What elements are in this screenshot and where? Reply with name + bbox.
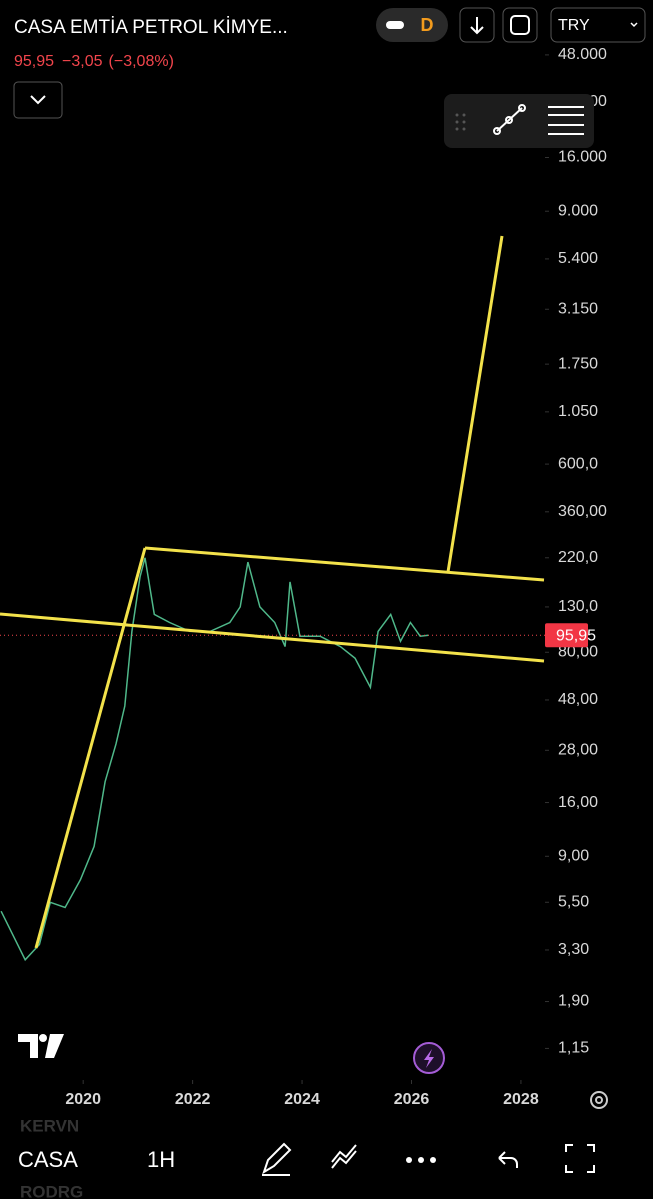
drawing-toolbar [444,94,594,148]
more-button[interactable] [406,1157,436,1163]
upper-channel-line [144,546,545,582]
y-tick-label: 80,00 [558,643,598,660]
y-tick-label: 130,0 [558,598,598,615]
alerts-button[interactable] [413,1042,445,1074]
y-tick-label: 220,0 [558,549,598,566]
price: 95,95 [14,53,54,70]
x-tick-label: 2026 [394,1091,430,1108]
y-tick-label: 5,50 [558,893,589,910]
drag-handle [455,113,466,131]
x-tick-label: 2024 [284,1091,320,1108]
footer-interval[interactable]: 1H [147,1147,175,1172]
download-button[interactable] [459,7,495,43]
footer-symbol[interactable]: CASA [18,1147,78,1172]
undo-button[interactable] [498,1151,518,1168]
scale-icon [510,15,530,35]
fib-tool[interactable] [548,106,584,135]
button-border [459,7,495,43]
y-tick-label: 48,00 [558,691,598,708]
y-tick-label: 3,30 [558,941,589,958]
x-tick-label: 2022 [175,1091,211,1108]
pill-bg [376,8,448,42]
last-price-box [545,623,588,648]
y-tick-label: 1,90 [558,993,589,1010]
currency: TRY [558,17,590,34]
last-price-label: 95,95 [556,628,596,645]
toolbar-bg [444,94,594,148]
interval-badge: D [421,15,434,35]
y-tick-label: 1.750 [558,355,598,372]
y-tick-label: 5.400 [558,250,598,267]
x-tick-label: 2028 [503,1091,539,1108]
pole-line [34,547,147,949]
target-line [446,235,504,573]
arrow-icon [470,17,484,35]
lower-channel-line [0,612,545,663]
y-tick-label: 360,00 [558,503,607,520]
change: −3,05 [62,53,103,70]
scale-button[interactable] [502,7,538,43]
y-tick-label: 1,15 [558,1040,589,1057]
indicators-tool[interactable] [331,1144,357,1169]
x-tick-label: 2020 [65,1091,101,1108]
symbol-title: CASA EMTİA PETROL KİMYE... [14,17,288,38]
y-tick-label: 9.000 [558,202,598,219]
settings-button[interactable] [590,1091,608,1109]
tv-logo [18,1034,64,1058]
fullscreen-button[interactable] [565,1144,595,1173]
chevron [630,22,638,28]
y-tick-label: 16.000 [558,149,607,166]
trend-drawings [0,235,545,949]
lightning-icon [424,1049,434,1068]
y-tick-label: 28,00 [558,742,598,759]
y-tick-label: 16,00 [558,794,598,811]
faint-symbol: KERVN [20,1116,79,1135]
faint-symbol: RODRG [20,1182,83,1199]
price-line [0,557,429,962]
gear-center [595,1096,603,1104]
plot [0,557,545,962]
price-info: 95,95 −3,05 (−3,08%) [14,53,174,70]
chevron [30,95,46,105]
trendline-tool[interactable] [493,104,526,135]
y-tick-label: 1.050 [558,403,598,420]
expand-button[interactable] [13,81,63,119]
y-tick-label: 48.000 [558,46,607,63]
gear-icon [590,1091,608,1109]
mode-pill[interactable]: D [376,8,448,42]
change-pct: (−3,08%) [109,53,174,70]
y-tick-label: 3.150 [558,300,598,317]
draw-tool[interactable] [262,1142,292,1176]
button-border [502,7,538,43]
button-border [13,81,63,119]
y-tick-label: 600,0 [558,455,598,472]
currency-select[interactable]: TRY [550,7,646,43]
minus-icon [386,21,404,29]
select-border [550,7,646,43]
y-tick-label: 9,00 [558,848,589,865]
